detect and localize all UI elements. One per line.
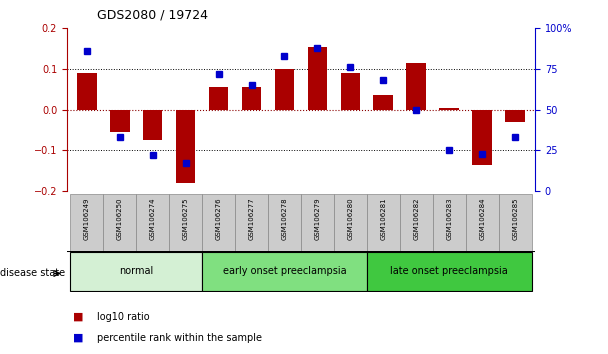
Text: GSM106275: GSM106275: [182, 198, 188, 240]
Bar: [440, 108, 459, 110]
Bar: [169, 194, 202, 251]
Bar: [109, 110, 130, 132]
Bar: [209, 87, 229, 110]
Bar: [499, 194, 531, 251]
Bar: [202, 252, 367, 291]
Bar: [340, 73, 361, 110]
Bar: [472, 110, 492, 165]
Text: ■: ■: [73, 333, 83, 343]
Bar: [367, 252, 531, 291]
Bar: [334, 194, 367, 251]
Bar: [143, 110, 162, 140]
Bar: [308, 47, 327, 110]
Text: GSM106282: GSM106282: [413, 198, 420, 240]
Bar: [136, 194, 169, 251]
Text: early onset preeclampsia: early onset preeclampsia: [223, 266, 347, 276]
Text: GSM106280: GSM106280: [347, 198, 353, 240]
Bar: [77, 73, 97, 110]
Text: GSM106274: GSM106274: [150, 198, 156, 240]
Text: late onset preeclampsia: late onset preeclampsia: [390, 266, 508, 276]
Bar: [71, 194, 103, 251]
Bar: [202, 194, 235, 251]
Bar: [241, 87, 261, 110]
Text: GSM106283: GSM106283: [446, 198, 452, 240]
Text: GSM106284: GSM106284: [479, 198, 485, 240]
Text: GSM106276: GSM106276: [216, 198, 221, 240]
Bar: [367, 194, 399, 251]
Bar: [466, 194, 499, 251]
Bar: [275, 69, 294, 110]
Text: ■: ■: [73, 312, 83, 322]
Bar: [268, 194, 301, 251]
Text: GSM106250: GSM106250: [117, 198, 123, 240]
Text: GDS2080 / 19724: GDS2080 / 19724: [97, 8, 209, 21]
Bar: [235, 194, 268, 251]
Text: log10 ratio: log10 ratio: [97, 312, 150, 322]
Bar: [400, 194, 433, 251]
Bar: [505, 110, 525, 122]
Text: GSM106249: GSM106249: [84, 198, 89, 240]
Text: percentile rank within the sample: percentile rank within the sample: [97, 333, 262, 343]
Text: GSM106279: GSM106279: [314, 198, 320, 240]
Bar: [71, 252, 202, 291]
Bar: [176, 110, 195, 183]
Text: disease state: disease state: [0, 268, 65, 278]
Text: normal: normal: [119, 266, 153, 276]
Text: GSM106277: GSM106277: [249, 198, 255, 240]
Bar: [103, 194, 136, 251]
Text: GSM106281: GSM106281: [381, 198, 386, 240]
Bar: [301, 194, 334, 251]
Text: GSM106278: GSM106278: [282, 198, 288, 240]
Bar: [407, 63, 426, 110]
Bar: [433, 194, 466, 251]
Bar: [373, 95, 393, 110]
Text: GSM106285: GSM106285: [513, 198, 518, 240]
